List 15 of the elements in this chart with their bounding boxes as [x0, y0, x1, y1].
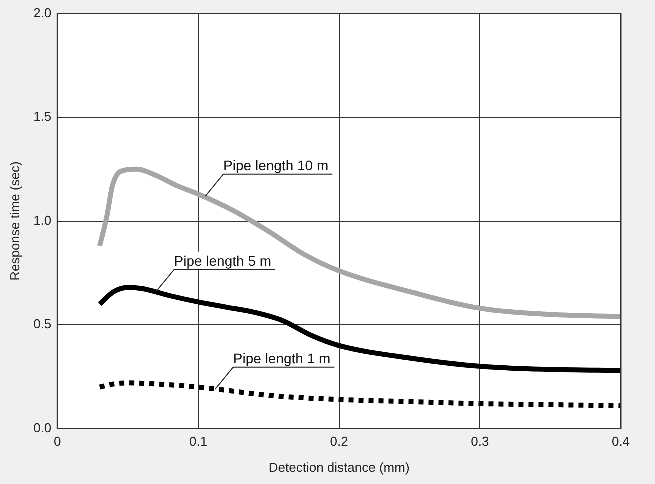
x-tick-label: 0.1 [189, 434, 208, 450]
x-axis-title: Detection distance (mm) [268, 460, 410, 475]
annotation: Pipe length 5 m [174, 252, 272, 269]
x-tick-label: 0.2 [330, 434, 348, 450]
annotation: Pipe length 1 m [233, 350, 331, 366]
y-tick-label: 1.5 [34, 109, 52, 124]
y-tick-label: 0.5 [34, 316, 52, 332]
y-tick-label: 1.0 [34, 212, 52, 228]
x-tick-label: 0 [54, 434, 62, 450]
annotation: Pipe length 10 m [224, 157, 329, 174]
x-tick-label: 0.4 [612, 434, 630, 450]
x-tick-label: 0.3 [471, 434, 490, 450]
y-tick-label: 2.0 [34, 5, 52, 20]
y-axis-title: Response time (sec) [7, 162, 22, 281]
y-tick-label: 0.0 [34, 420, 52, 436]
